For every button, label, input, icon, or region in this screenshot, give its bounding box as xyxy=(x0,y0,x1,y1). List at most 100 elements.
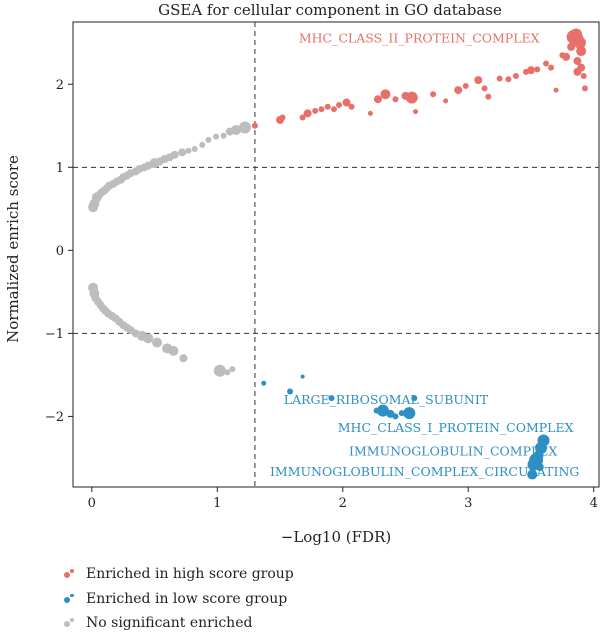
nonsignificant-point xyxy=(238,121,251,134)
y-tick-label: 0 xyxy=(56,244,64,259)
y-tick-label: −1 xyxy=(45,327,64,342)
x-tick-label: 4 xyxy=(590,496,598,511)
legend-label-low: Enriched in low score group xyxy=(86,590,288,607)
high-score-point xyxy=(430,91,437,98)
low-score-point xyxy=(386,409,395,418)
high-score-point xyxy=(303,109,312,118)
high-score-point xyxy=(576,46,587,57)
high-score-point xyxy=(336,102,343,109)
gene-set-annotation: IMMUNOGLOBULIN_COMPLEX xyxy=(349,443,557,458)
chart-title: GSEA for cellular component in GO databa… xyxy=(158,1,502,19)
x-tick-label: 1 xyxy=(213,496,221,511)
low-score-point xyxy=(398,410,405,417)
plot-frame xyxy=(72,21,600,488)
nonsignificant-point xyxy=(191,146,198,153)
nonsignificant-point xyxy=(168,345,179,356)
legend: Enriched in high score group Enriched in… xyxy=(64,562,294,636)
high-score-point xyxy=(367,110,373,116)
low-score-point xyxy=(527,469,538,480)
nonsignificant-point xyxy=(224,369,231,376)
high-score-point xyxy=(573,36,586,49)
high-score-point xyxy=(324,103,331,110)
nonsignificant-point xyxy=(205,136,212,143)
high-score-point xyxy=(312,107,319,114)
y-tick-label: 1 xyxy=(56,161,64,176)
nonsignificant-point xyxy=(220,132,227,139)
nonsignificant-point xyxy=(179,354,188,363)
nonsignificant-point xyxy=(231,124,242,135)
x-tick-label: 2 xyxy=(339,496,347,511)
high-score-point xyxy=(580,72,587,79)
high-score-point xyxy=(342,98,351,107)
high-score-point xyxy=(562,52,571,61)
x-axis-label: −Log10 (FDR) xyxy=(281,528,391,546)
nonsignificant-point xyxy=(143,333,154,344)
high-score-point xyxy=(481,85,488,92)
legend-item-low: Enriched in low score group xyxy=(64,587,294,612)
high-score-point xyxy=(474,76,483,85)
gene-set-annotation: MHC_CLASS_II_PROTEIN_COMPLEX xyxy=(299,31,540,46)
high-score-point xyxy=(462,82,469,89)
high-score-point xyxy=(251,122,258,129)
low-score-point xyxy=(261,380,267,386)
nonsignificant-point xyxy=(199,141,206,148)
legend-label-ns: No significant enriched xyxy=(86,615,253,632)
legend-marker-low xyxy=(64,592,78,606)
low-score-point xyxy=(403,407,416,420)
nonsignificant-point xyxy=(213,133,220,140)
legend-item-high: Enriched in high score group xyxy=(64,562,294,587)
x-tick-label: 3 xyxy=(464,496,472,511)
nonsignificant-point xyxy=(152,337,163,348)
high-score-point xyxy=(348,103,355,110)
gene-set-annotation: LARGE_RIBOSOMAL_SUBUNIT xyxy=(284,392,489,407)
high-score-point xyxy=(496,75,503,82)
high-score-point xyxy=(443,98,449,104)
low-score-point xyxy=(537,434,550,447)
high-score-point xyxy=(553,87,559,93)
high-score-point xyxy=(279,114,286,121)
y-axis-label: Normalized enrich score xyxy=(4,155,22,343)
nonsignificant-point xyxy=(185,147,192,154)
gene-set-annotation: MHC_CLASS_I_PROTEIN_COMPLEX xyxy=(338,420,574,435)
low-score-point xyxy=(376,404,389,417)
high-score-point xyxy=(299,114,306,121)
high-score-point xyxy=(548,64,555,71)
nonsignificant-point xyxy=(178,148,187,157)
legend-marker-ns xyxy=(64,616,78,630)
high-score-point xyxy=(573,57,582,66)
low-score-point xyxy=(392,413,399,420)
high-score-point xyxy=(392,96,399,103)
x-tick-label: 0 xyxy=(88,496,96,511)
high-score-point xyxy=(413,109,419,115)
high-score-point xyxy=(573,67,582,76)
high-score-point xyxy=(567,42,576,51)
high-score-point xyxy=(543,60,550,67)
y-tick-label: −2 xyxy=(45,410,64,425)
legend-item-ns: No significant enriched xyxy=(64,611,294,636)
high-score-point xyxy=(581,85,588,92)
high-score-point xyxy=(330,106,337,113)
high-score-point xyxy=(505,76,512,83)
nonsignificant-point xyxy=(229,366,236,373)
y-tick-label: 2 xyxy=(56,78,64,93)
high-score-point xyxy=(526,66,535,75)
high-score-point xyxy=(373,95,382,104)
legend-marker-high xyxy=(64,567,78,581)
high-score-point xyxy=(512,72,519,79)
low-score-point xyxy=(287,388,294,395)
low-score-point xyxy=(328,395,335,402)
legend-label-high: Enriched in high score group xyxy=(86,566,294,583)
high-score-point xyxy=(485,93,492,100)
high-score-point xyxy=(534,66,541,73)
plot-area: 0 1 2 3 4 −2 −1 0 1 2 MHC_CLASS_II_PROTEIN_COMPLEX… xyxy=(45,21,600,511)
nonsignificant-point xyxy=(170,150,179,159)
low-score-point xyxy=(411,395,418,402)
high-score-point xyxy=(454,86,463,95)
nonsignificant-point xyxy=(213,364,226,377)
high-score-point xyxy=(318,106,325,113)
low-score-point xyxy=(535,463,544,472)
gene-set-annotation: IMMUNOGLOBULIN_COMPLEX_CIRCULATING xyxy=(270,464,579,479)
high-score-point xyxy=(380,89,391,100)
low-score-point xyxy=(300,374,305,379)
